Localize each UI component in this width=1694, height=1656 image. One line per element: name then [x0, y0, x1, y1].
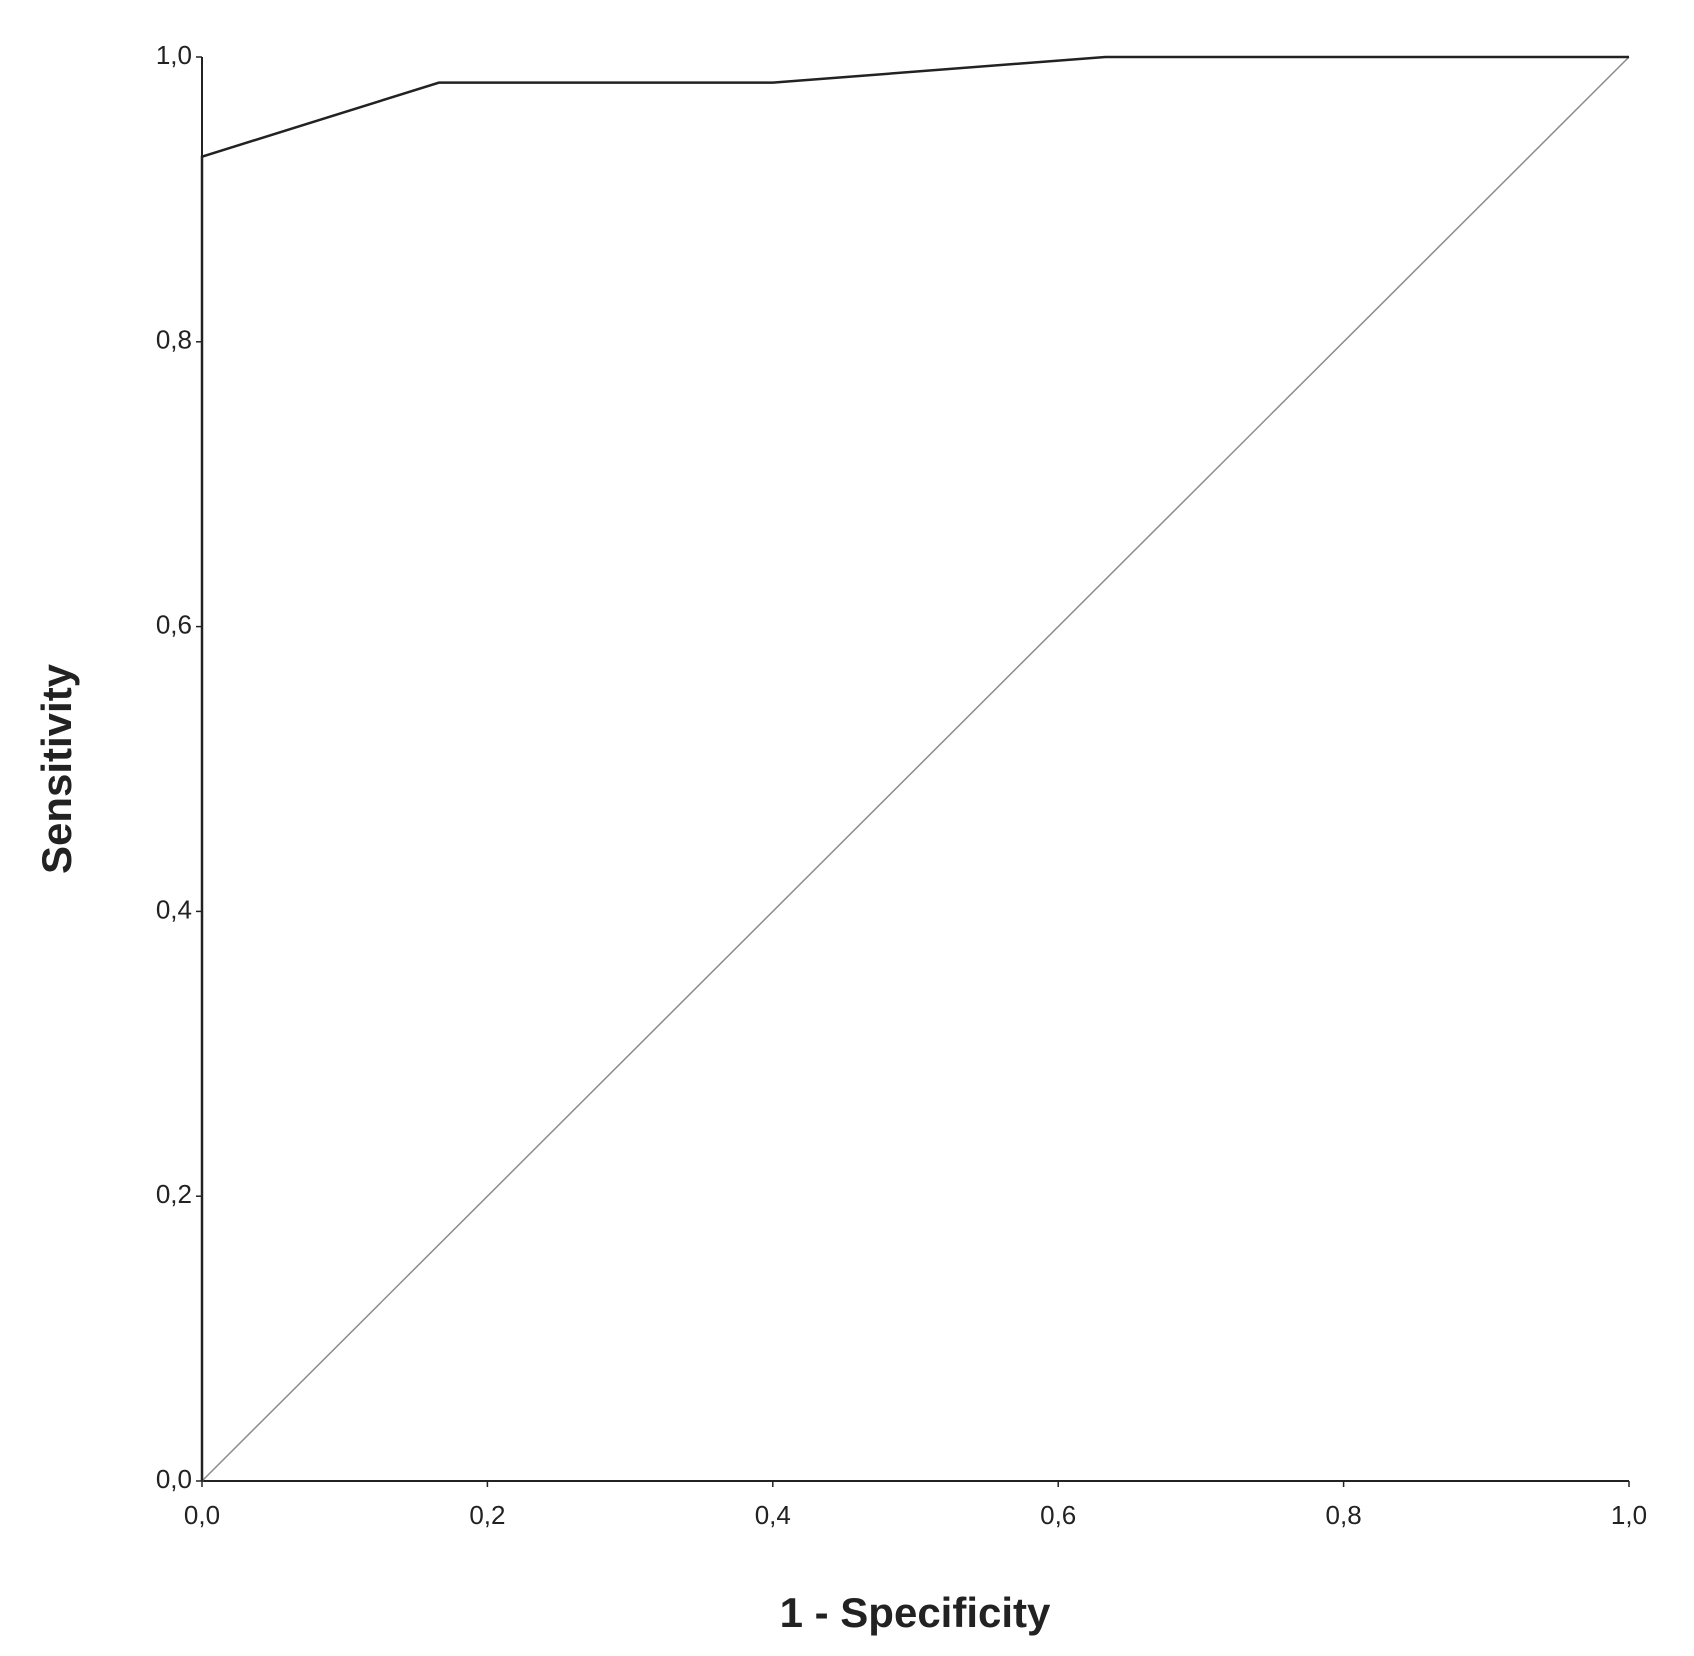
- x-tick-label: 0,8: [1326, 1500, 1362, 1530]
- x-tick-label: 0,6: [1040, 1500, 1076, 1530]
- y-axis-title: Sensitivity: [33, 663, 80, 874]
- x-tick-label: 1,0: [1611, 1500, 1647, 1530]
- y-tick-label: 0,8: [156, 325, 192, 355]
- x-tick-label: 0,4: [755, 1500, 791, 1530]
- y-tick-label: 0,6: [156, 609, 192, 639]
- x-tick-label: 0,0: [184, 1500, 220, 1530]
- y-tick-label: 0,4: [156, 894, 192, 924]
- roc-curve: [200, 55, 1629, 1481]
- y-tick-label: 0,0: [156, 1464, 192, 1494]
- reference-line: [201, 56, 1630, 1482]
- x-tick-label: 0,2: [469, 1500, 505, 1530]
- y-tick-label: 0,2: [156, 1179, 192, 1209]
- y-tick-label: 1,0: [156, 40, 192, 70]
- x-axis-title: 1 - Specificity: [780, 1589, 1051, 1636]
